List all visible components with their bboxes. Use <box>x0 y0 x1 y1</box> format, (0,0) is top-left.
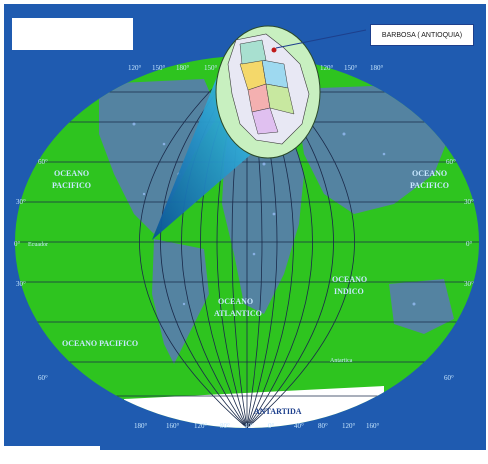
australia-landmass <box>389 279 454 334</box>
map-svg: OCEANO PACIFICO OCEANO PACIFICO OCEANO P… <box>14 25 479 430</box>
label-pacific-east-2: PACIFICO <box>410 181 449 190</box>
world-map: OCEANO PACIFICO OCEANO PACIFICO OCEANO P… <box>4 4 486 450</box>
label-indian-1: OCEANO <box>332 275 367 284</box>
top-longitude-labels: 120° 150° 180° 150° 120° 150° 180° <box>128 64 384 72</box>
svg-text:120°: 120° <box>320 64 334 72</box>
svg-text:150°: 150° <box>204 64 218 72</box>
svg-text:0°: 0° <box>466 240 473 248</box>
svg-text:120°: 120° <box>342 422 356 430</box>
svg-text:120°: 120° <box>128 64 142 72</box>
svg-text:40°: 40° <box>294 422 304 430</box>
blank-corner-box <box>0 446 100 464</box>
svg-text:60°: 60° <box>38 374 48 382</box>
svg-text:60°: 60° <box>444 374 454 382</box>
svg-text:40°: 40° <box>244 422 254 430</box>
left-latitude-labels: 60° 30° 0° 30° 60° <box>14 158 48 382</box>
callout-leader <box>275 29 367 49</box>
label-atlantic-1: OCEANO <box>218 297 253 306</box>
svg-text:150°: 150° <box>152 64 166 72</box>
label-pacific-north-2: PACIFICO <box>52 181 91 190</box>
europe-africa-landmass <box>222 124 304 314</box>
inset-colombia <box>215 25 321 159</box>
svg-text:160°: 160° <box>366 422 380 430</box>
bottom-longitude-labels: 180° 160° 120° 80° 40° 0° 40° 80° 120° 1… <box>134 422 380 430</box>
svg-text:180°: 180° <box>176 64 190 72</box>
barbosa-marker <box>271 47 277 53</box>
antarctica-landmass <box>124 386 384 428</box>
svg-text:0°: 0° <box>268 422 275 430</box>
svg-text:60°: 60° <box>446 158 456 166</box>
asia-landmass <box>294 84 454 214</box>
callout-box: BARBOSA ( ANTIOQUIA) <box>370 24 474 46</box>
svg-text:30°: 30° <box>464 280 474 288</box>
callout-label: BARBOSA ( ANTIOQUIA) <box>381 31 463 39</box>
svg-text:160°: 160° <box>166 422 180 430</box>
svg-text:60°: 60° <box>38 158 48 166</box>
north-america-landmass <box>99 79 219 234</box>
svg-text:30°: 30° <box>464 198 474 206</box>
svg-text:80°: 80° <box>220 422 230 430</box>
svg-text:120°: 120° <box>194 422 208 430</box>
svg-text:80°: 80° <box>318 422 328 430</box>
label-antartica-rim: Antartica <box>330 358 353 364</box>
label-indian-2: INDICO <box>334 287 364 296</box>
label-ecuador: Ecuador <box>28 242 48 248</box>
svg-text:30°: 30° <box>16 198 26 206</box>
svg-text:150°: 150° <box>344 64 358 72</box>
svg-text:180°: 180° <box>134 422 148 430</box>
south-america-landmass <box>152 239 209 364</box>
label-pacific-south: OCEANO PACIFICO <box>62 339 138 348</box>
label-antarctica: ANTARTIDA <box>254 407 302 416</box>
label-atlantic-2: ATLANTICO <box>214 309 262 318</box>
label-pacific-north-1: OCEANO <box>54 169 89 178</box>
right-latitude-labels: 60° 30° 0° 30° 60° <box>444 158 474 382</box>
blank-label-box <box>12 18 133 50</box>
svg-text:30°: 30° <box>16 280 26 288</box>
svg-text:180°: 180° <box>370 64 384 72</box>
label-pacific-east-1: OCEANO <box>412 169 447 178</box>
svg-text:0°: 0° <box>14 240 21 248</box>
